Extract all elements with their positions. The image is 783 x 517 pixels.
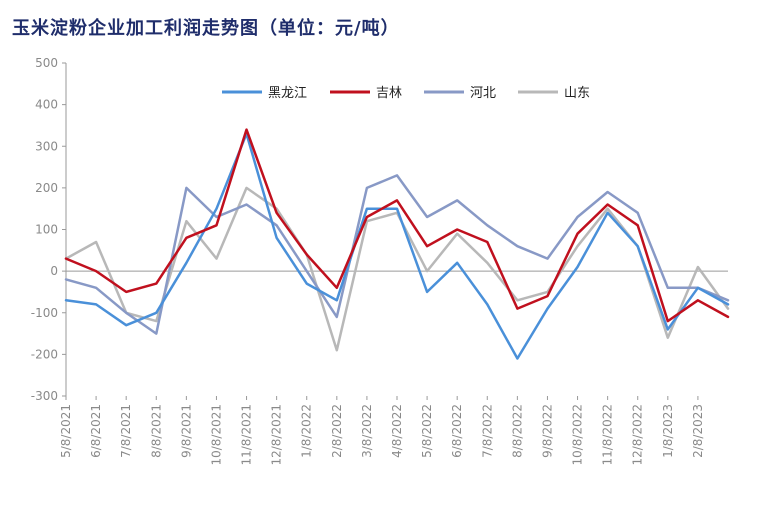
x-tick-label: 2/8/2022 [330,404,344,458]
y-tick-label: 400 [35,98,58,112]
chart-title: 玉米淀粉企业加工利润走势图（单位：元/吨） [12,18,400,39]
y-tick-label: 500 [35,56,58,70]
y-tick-label: 200 [35,181,58,195]
x-tick-label: 12/8/2021 [270,404,284,466]
x-tick-label: 6/8/2022 [450,404,464,458]
x-tick-label: 9/8/2021 [179,404,193,458]
y-tick-label: -200 [31,347,58,361]
y-tick-label: 0 [50,264,58,278]
y-tick-label: 100 [35,223,58,237]
legend-label: 黑龙江 [268,86,307,101]
x-tick-label: 12/8/2022 [631,404,645,466]
legend-label: 吉林 [376,86,402,101]
x-tick-label: 1/8/2022 [300,404,314,458]
y-tick-label: -100 [31,306,58,320]
legend: 黑龙江 吉林 河北 山东 [222,86,590,101]
y-tick-label: 300 [35,139,58,153]
x-tick-label: 5/8/2022 [420,404,434,458]
x-tick-label: 9/8/2022 [540,404,554,458]
x-tick-label: 5/8/2021 [59,404,73,458]
y-tick-label: -300 [31,389,58,403]
x-tick-label: 11/8/2021 [240,404,254,466]
series-line-2 [64,174,730,335]
series-group [64,128,730,360]
x-tick-label: 4/8/2022 [390,404,404,458]
series-line-1 [64,128,730,323]
x-tick-label: 7/8/2022 [480,404,494,458]
x-tick-label: 11/8/2022 [601,404,615,466]
x-tick-label: 6/8/2021 [89,404,103,458]
x-tick-label: 2/8/2023 [691,404,705,458]
x-tick-label: 3/8/2022 [360,404,374,458]
x-tick-label: 1/8/2023 [661,404,675,458]
x-tick-label: 10/8/2022 [571,404,585,466]
x-tick-label: 7/8/2021 [119,404,133,458]
x-tick-label: 10/8/2021 [209,404,223,466]
x-tick-label: 8/8/2022 [510,404,524,458]
series-line-0 [64,132,730,360]
legend-label: 山东 [564,86,590,101]
legend-label: 河北 [470,86,496,101]
x-tick-label: 8/8/2021 [149,404,163,458]
